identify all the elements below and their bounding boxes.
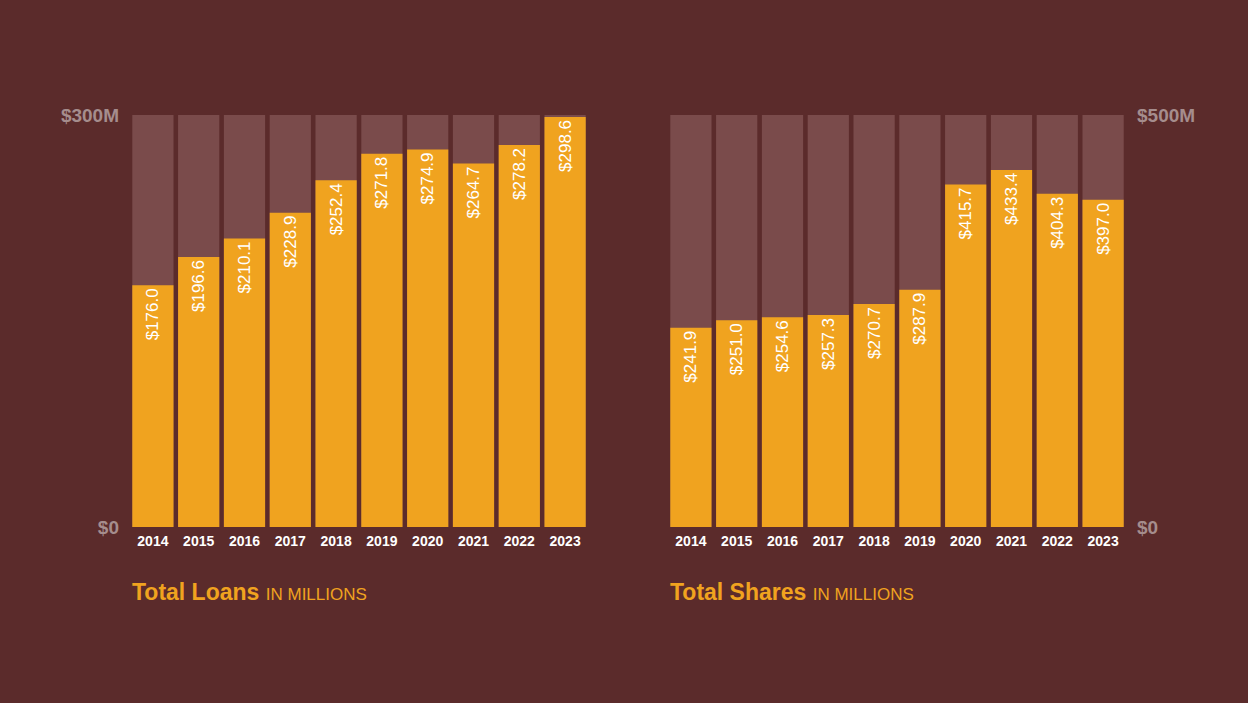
svg-text:2020: 2020 — [950, 533, 981, 549]
svg-text:Total Shares IN MILLIONS: Total Shares IN MILLIONS — [670, 579, 914, 605]
svg-text:2019: 2019 — [904, 533, 935, 549]
svg-text:$278.2: $278.2 — [510, 148, 529, 200]
svg-text:2016: 2016 — [229, 533, 260, 549]
svg-text:$264.7: $264.7 — [464, 166, 483, 218]
svg-text:2020: 2020 — [412, 533, 443, 549]
svg-text:2018: 2018 — [321, 533, 352, 549]
svg-text:$300M: $300M — [61, 105, 119, 126]
svg-text:$210.1: $210.1 — [235, 241, 254, 293]
svg-text:2022: 2022 — [1042, 533, 1073, 549]
svg-text:$0: $0 — [98, 517, 119, 538]
svg-text:$298.6: $298.6 — [556, 120, 575, 172]
svg-text:$287.9: $287.9 — [910, 293, 929, 345]
svg-text:2017: 2017 — [275, 533, 306, 549]
svg-text:$0: $0 — [1137, 517, 1158, 538]
svg-text:$251.0: $251.0 — [727, 323, 746, 375]
svg-text:2019: 2019 — [366, 533, 397, 549]
svg-text:2021: 2021 — [996, 533, 1027, 549]
svg-text:2014: 2014 — [137, 533, 168, 549]
svg-text:2023: 2023 — [1088, 533, 1119, 549]
svg-text:$270.7: $270.7 — [865, 307, 884, 359]
svg-text:2018: 2018 — [859, 533, 890, 549]
svg-text:$254.6: $254.6 — [773, 320, 792, 372]
svg-text:$176.0: $176.0 — [143, 288, 162, 340]
svg-text:2021: 2021 — [458, 533, 489, 549]
svg-text:2014: 2014 — [675, 533, 706, 549]
svg-text:2022: 2022 — [504, 533, 535, 549]
svg-text:2023: 2023 — [550, 533, 581, 549]
svg-text:$252.4: $252.4 — [327, 183, 346, 235]
svg-text:$196.6: $196.6 — [189, 260, 208, 312]
svg-text:2015: 2015 — [721, 533, 752, 549]
svg-text:2016: 2016 — [767, 533, 798, 549]
svg-text:2015: 2015 — [183, 533, 214, 549]
svg-text:$228.9: $228.9 — [281, 216, 300, 268]
svg-text:$404.3: $404.3 — [1048, 197, 1067, 249]
svg-text:$433.4: $433.4 — [1002, 173, 1021, 225]
svg-text:$274.9: $274.9 — [418, 152, 437, 204]
svg-text:$500M: $500M — [1137, 105, 1195, 126]
svg-text:$241.9: $241.9 — [681, 331, 700, 383]
svg-text:Total Loans IN MILLIONS: Total Loans IN MILLIONS — [132, 579, 367, 605]
svg-text:$271.8: $271.8 — [372, 157, 391, 209]
svg-text:$397.0: $397.0 — [1094, 203, 1113, 255]
svg-text:$415.7: $415.7 — [956, 187, 975, 239]
svg-text:2017: 2017 — [813, 533, 844, 549]
svg-text:$257.3: $257.3 — [819, 318, 838, 370]
